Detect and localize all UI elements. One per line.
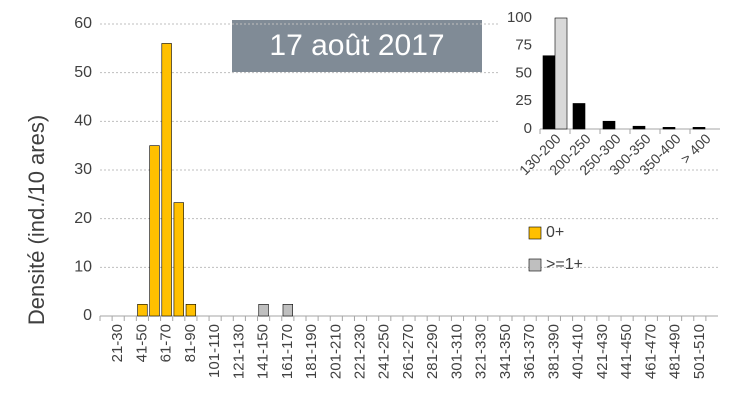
x-tick-label: 121-130 [230, 324, 247, 379]
bar [542, 55, 556, 130]
x-tick-label: 441-450 [618, 324, 635, 379]
bar [572, 103, 586, 130]
x-tick-label: 401-410 [570, 324, 587, 379]
x-tick-label: 301-310 [448, 324, 465, 379]
y-tick-label: 0 [524, 120, 532, 137]
y-tick-label: 100 [507, 9, 532, 26]
y-tick-label: 25 [515, 92, 532, 109]
bar [149, 145, 160, 317]
x-tick-label: 61-70 [158, 324, 175, 362]
x-tick-label: 321-330 [473, 324, 490, 379]
bar [282, 304, 293, 317]
y-tick-label: 10 [74, 259, 92, 276]
x-tick-label: 21-30 [109, 324, 126, 362]
x-tick-label: 461-470 [642, 324, 659, 379]
x-tick-label: 361-370 [521, 324, 538, 379]
x-tick-label: 501-510 [691, 324, 708, 379]
x-tick-label: 421-430 [594, 324, 611, 379]
x-tick-label: 341-350 [497, 324, 514, 379]
x-tick-label: 41-50 [133, 324, 150, 362]
bar [173, 202, 184, 317]
x-tick-label: 101-110 [206, 324, 223, 378]
bar [554, 17, 568, 130]
x-tick-label: 481-490 [667, 324, 684, 379]
legend-label: 0+ [546, 224, 564, 241]
bar [258, 304, 269, 317]
x-tick-label: 221-230 [351, 324, 368, 379]
y-tick-label: 75 [515, 37, 532, 54]
chart-title: 17 août 2017 [269, 29, 444, 62]
bar [662, 127, 676, 130]
bar [137, 304, 148, 317]
y-tick-label: 20 [74, 210, 92, 227]
x-tick-label: 181-190 [303, 324, 320, 379]
legend-swatch [528, 226, 542, 240]
x-tick-label: 261-270 [400, 324, 417, 379]
y-tick-label: 40 [74, 113, 92, 130]
x-tick-label: 161-170 [279, 324, 296, 379]
y-axis-label: Densité (ind./10 ares) [24, 115, 49, 325]
y-tick-label: 0 [83, 307, 92, 324]
x-tick-label: 241-250 [376, 324, 393, 379]
x-tick-label: 381-390 [545, 324, 562, 379]
bar [692, 127, 706, 130]
bar [185, 304, 197, 317]
title-box [232, 20, 482, 72]
y-tick-label: 30 [74, 161, 92, 178]
x-tick-label: 141-150 [255, 324, 272, 379]
bar [602, 120, 616, 130]
legend-label: >=1+ [546, 256, 583, 273]
x-tick-label: > 400 [677, 130, 714, 167]
y-tick-label: 60 [74, 15, 92, 32]
legend-swatch [528, 258, 542, 272]
x-tick-label: 201-210 [327, 324, 344, 379]
x-tick-label: 281-290 [424, 324, 441, 379]
bar [161, 43, 172, 317]
y-tick-label: 50 [74, 64, 92, 81]
x-tick-label: 81-90 [182, 324, 199, 362]
bar [632, 125, 646, 130]
inset-background [500, 8, 730, 132]
y-tick-label: 50 [515, 64, 532, 81]
